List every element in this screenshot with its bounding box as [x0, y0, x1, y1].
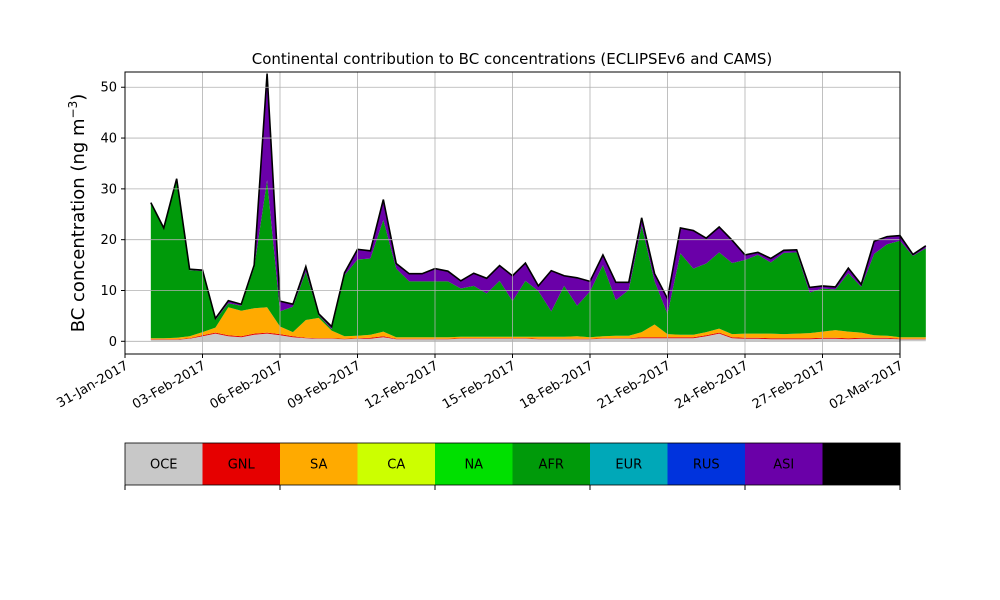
x-tick-label: 15-Feb-2017 — [440, 358, 519, 412]
legend-swatch-ca — [357, 443, 436, 485]
x-tick-label: 12-Feb-2017 — [362, 358, 441, 412]
legend-swatch-aus — [822, 443, 901, 485]
legend-label-oce: OCE — [150, 458, 178, 473]
x-tick-label: 06-Feb-2017 — [207, 358, 286, 412]
stacked-areas — [150, 73, 926, 342]
area-gnl — [150, 332, 926, 340]
legend-label-na: NA — [464, 458, 483, 473]
legend-label-afr: AFR — [539, 458, 564, 473]
legend-label-sa: SA — [310, 458, 327, 473]
x-tick-label: 09-Feb-2017 — [285, 358, 364, 412]
y-axis-label: BC concentration (ng m−3) — [66, 94, 89, 333]
chart-title: Continental contribution to BC concentra… — [252, 50, 773, 68]
legend-swatch-na — [435, 443, 513, 485]
y-tick-label: 50 — [100, 81, 117, 96]
area-oce — [150, 333, 926, 342]
x-tick-label: 27-Feb-2017 — [750, 358, 829, 412]
y-axis: 0 10 20 30 40 50 — [100, 81, 125, 350]
y-tick-label: 10 — [100, 284, 117, 299]
y-tick-label: 40 — [100, 132, 117, 147]
x-tick-label: 31-Jan-2017 — [54, 358, 131, 411]
legend-swatch-afr — [512, 443, 591, 485]
legend-swatch-rus — [667, 443, 746, 485]
legend-label-ca: CA — [387, 458, 405, 473]
legend-label-asi: ASI — [773, 458, 794, 473]
legend-swatch-gnl — [202, 443, 281, 485]
area-sa — [150, 307, 926, 340]
x-tick-label: 03-Feb-2017 — [130, 358, 209, 412]
legend-swatch-sa — [280, 443, 358, 485]
legend-swatch-eur — [590, 443, 668, 485]
x-tick-label: 18-Feb-2017 — [517, 358, 596, 412]
legend-label-gnl: GNL — [228, 458, 256, 473]
area-afr — [150, 180, 926, 339]
legend-frame — [124, 442, 901, 486]
legend-swatch-oce — [125, 443, 203, 485]
x-axis: 31-Jan-201703-Feb-201706-Feb-201709-Feb-… — [54, 354, 906, 413]
x-tick-label: 24-Feb-2017 — [672, 358, 751, 412]
y-tick-label: 0 — [109, 335, 117, 350]
legend-label-aus: AUS — [848, 458, 875, 473]
legend-label-rus: RUS — [693, 458, 720, 473]
legend-label-eur: EUR — [615, 458, 642, 473]
y-tick-label: 30 — [100, 182, 117, 197]
legend-swatch-asi — [745, 443, 823, 485]
legend-colorbar: OCE GNL SA CA NA AFR EUR RUS ASI AUS — [124, 442, 901, 490]
x-tick-label: 21-Feb-2017 — [595, 358, 674, 412]
y-tick-label: 20 — [100, 233, 117, 248]
x-tick-label: 02-Mar-2017 — [827, 358, 906, 412]
